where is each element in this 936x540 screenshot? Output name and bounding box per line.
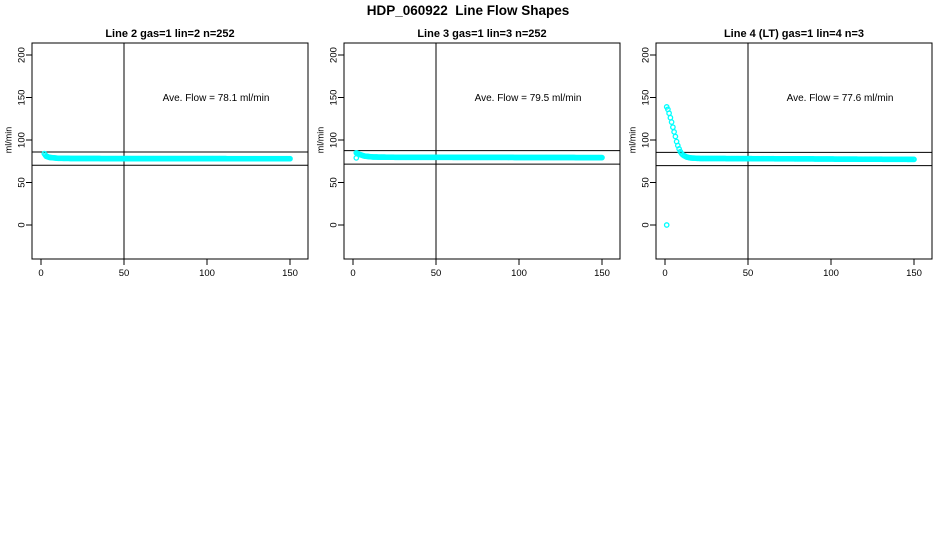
outlier-point — [663, 222, 670, 228]
flow-chart-line3: 0 50 100 150 200 ml/min 0 50 100 150 Line 3 gas=1 … — [312, 25, 624, 290]
y-axis-label: ml/min — [627, 127, 637, 154]
flow-chart-line4: 0 50 100 150 200 ml/min 0 50 100 150 Line 4 (LT) g… — [624, 25, 936, 290]
x-axis: 0 50 100 150 — [350, 259, 610, 279]
svg-text:150: 150 — [329, 90, 340, 106]
y-axis-label: ml/min — [3, 127, 13, 154]
svg-text:0: 0 — [662, 268, 667, 279]
y-axis: 0 50 100 150 200 ml/min — [627, 47, 656, 228]
svg-text:100: 100 — [17, 132, 28, 148]
data-points — [353, 149, 605, 161]
plot-box — [655, 42, 933, 260]
svg-text:0: 0 — [350, 268, 355, 279]
x-axis: 0 50 100 150 — [38, 259, 298, 279]
average-flow-annotation: Ave. Flow = 77.6 ml/min — [787, 93, 894, 104]
reference-lines — [656, 43, 932, 259]
svg-text:100: 100 — [641, 132, 652, 148]
plot-box — [343, 42, 621, 260]
svg-text:150: 150 — [641, 90, 652, 106]
svg-text:200: 200 — [329, 47, 340, 63]
reference-lines — [32, 43, 308, 259]
chart-canvas: 0 50 100 150 200 ml/min 0 50 100 150 Line 2 gas=1 … — [3, 28, 309, 279]
svg-text:50: 50 — [329, 177, 340, 188]
chart-canvas: 0 50 100 150 200 ml/min 0 50 100 150 Line 3 gas=1 … — [315, 28, 621, 279]
x-axis: 0 50 100 150 — [662, 259, 922, 279]
svg-text:0: 0 — [17, 222, 28, 227]
panel-title: Line 3 gas=1 lin=3 n=252 — [417, 28, 546, 40]
svg-text:150: 150 — [17, 90, 28, 106]
svg-text:150: 150 — [906, 268, 922, 279]
svg-text:150: 150 — [594, 268, 610, 279]
svg-text:150: 150 — [282, 268, 298, 279]
y-axis-label: ml/min — [315, 127, 325, 154]
average-flow-annotation: Ave. Flow = 78.1 ml/min — [163, 93, 270, 104]
data-points — [41, 150, 293, 162]
svg-text:200: 200 — [17, 47, 28, 63]
svg-text:0: 0 — [38, 268, 43, 279]
panel-title: Line 4 (LT) gas=1 lin=4 n=3 — [724, 28, 864, 40]
svg-text:50: 50 — [743, 268, 754, 279]
plot-box — [31, 42, 309, 260]
average-flow-annotation: Ave. Flow = 79.5 ml/min — [475, 93, 582, 104]
outlier-point — [353, 155, 360, 161]
y-axis: 0 50 100 150 200 ml/min — [315, 47, 344, 228]
svg-text:100: 100 — [511, 268, 527, 279]
chart-canvas: 0 50 100 150 200 ml/min 0 50 100 150 Line 4 (LT) g… — [627, 28, 933, 279]
svg-text:200: 200 — [641, 47, 652, 63]
svg-text:50: 50 — [641, 177, 652, 188]
svg-text:0: 0 — [329, 222, 340, 227]
svg-text:50: 50 — [17, 177, 28, 188]
y-axis: 0 50 100 150 200 ml/min — [3, 47, 32, 228]
data-points — [663, 104, 917, 228]
flow-chart-line2: 0 50 100 150 200 ml/min 0 50 100 150 Line 2 gas=1 … — [0, 25, 312, 290]
svg-text:100: 100 — [199, 268, 215, 279]
svg-text:0: 0 — [641, 222, 652, 227]
svg-text:100: 100 — [329, 132, 340, 148]
svg-text:50: 50 — [431, 268, 442, 279]
figure-main-title: HDP_060922 Line Flow Shapes — [366, 3, 570, 18]
svg-text:50: 50 — [119, 268, 130, 279]
svg-text:100: 100 — [823, 268, 839, 279]
reference-lines — [344, 43, 620, 259]
panel-title: Line 2 gas=1 lin=2 n=252 — [105, 28, 234, 40]
